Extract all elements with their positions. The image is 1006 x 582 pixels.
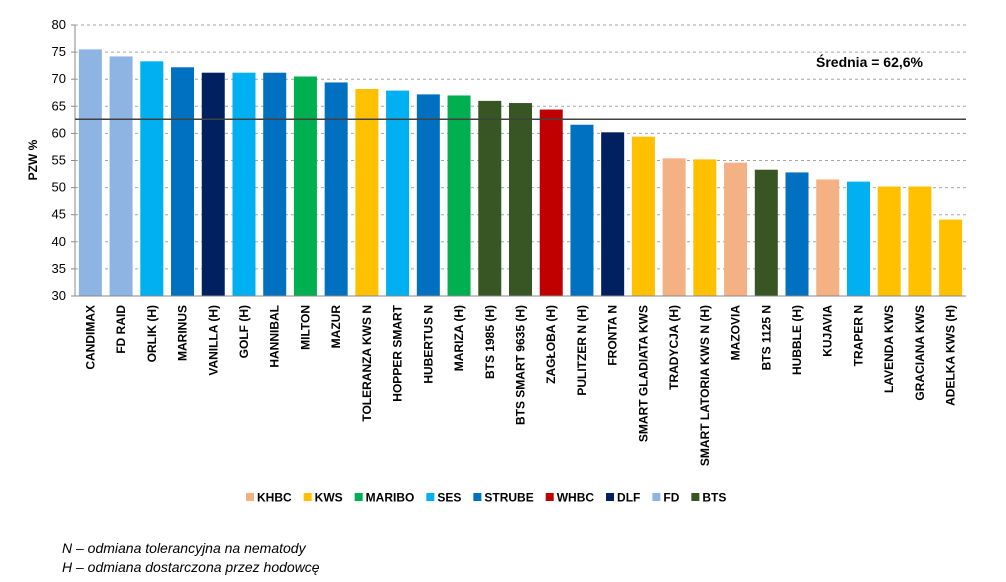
bar <box>877 186 901 296</box>
bar <box>171 67 195 296</box>
bars <box>78 49 963 297</box>
x-tick-label: MARINUS <box>176 305 190 361</box>
y-tick-label: 70 <box>52 71 66 86</box>
bar <box>754 169 778 296</box>
bar <box>201 72 225 296</box>
legend-label: WHBC <box>557 491 595 505</box>
legend-label: BTS <box>702 491 726 505</box>
x-tick-label: KUJAVIA <box>821 305 835 357</box>
x-tick-label: TOLERANZA KWS N <box>360 305 374 422</box>
x-tick-label: VANILLA (H) <box>206 305 220 376</box>
footnote-breeder: H – odmiana dostarczona przez hodowcę <box>62 559 320 575</box>
y-axis-label: PZW % <box>26 139 40 180</box>
x-tick-label: HOPPER SMART <box>391 304 405 401</box>
legend-label: STRUBE <box>484 491 533 505</box>
y-tick-label: 65 <box>52 98 66 113</box>
bar <box>631 136 655 296</box>
bar <box>662 158 686 296</box>
x-tick-label: FD RAID <box>114 305 128 354</box>
bar <box>324 82 348 297</box>
x-tick-label: MAZOVIA <box>729 305 743 361</box>
footnote-nematode: N – odmiana tolerancyjna na nematody <box>62 540 306 556</box>
bar <box>416 94 440 296</box>
legend-label: DLF <box>617 491 640 505</box>
bar <box>509 103 532 296</box>
legend-label: KHBC <box>257 491 292 505</box>
bar <box>846 181 870 296</box>
y-tick-label: 45 <box>52 207 66 222</box>
average-label: Średnia = 62,6% <box>816 53 924 70</box>
y-tick-label: 55 <box>52 153 66 168</box>
y-tick-label: 60 <box>52 125 66 140</box>
x-tick-label: MILTON <box>298 305 312 350</box>
bar <box>263 72 287 296</box>
x-tick-label: FRONTA N <box>606 305 620 366</box>
legend-swatch <box>473 493 482 501</box>
bar <box>570 124 594 296</box>
legend-swatch <box>652 493 661 501</box>
bar <box>601 132 625 296</box>
x-tick-label: BTS SMART 9635 (H) <box>514 305 528 425</box>
bar <box>908 186 932 296</box>
legend-label: MARIBO <box>366 491 415 505</box>
y-tick-label: 30 <box>52 288 66 303</box>
x-tick-label: PULITZER N (H) <box>575 305 589 396</box>
bar <box>140 61 164 297</box>
bar <box>109 56 133 296</box>
x-tick-label: TRAPER N <box>851 305 865 366</box>
bar <box>939 219 963 296</box>
bar <box>785 172 809 296</box>
x-tick-label: SMART LATORIA KWS N (H) <box>698 305 712 466</box>
legend-swatch <box>545 493 554 501</box>
x-tick-label: HANNIBAL <box>268 305 282 368</box>
bar <box>539 109 563 296</box>
y-tick-label: 40 <box>52 234 66 249</box>
legend-swatch <box>606 493 615 501</box>
y-tick-label: 75 <box>52 44 66 59</box>
bar <box>693 159 717 296</box>
footnotes: N – odmiana tolerancyjna na nematody H –… <box>62 539 320 577</box>
y-tick-label: 50 <box>52 180 66 195</box>
legend-swatch <box>426 493 435 501</box>
x-tick-label: LAVENDA KWS <box>882 305 896 393</box>
bar <box>232 72 256 296</box>
axes <box>74 25 966 297</box>
bar <box>78 49 102 296</box>
x-tick-label: GOLF (H) <box>237 305 251 358</box>
x-tick-label: CANDIMAX <box>83 305 97 370</box>
bar <box>355 88 379 297</box>
x-tick-label: SMART GLADIATA KWS <box>636 305 650 442</box>
legend-swatch <box>354 493 363 501</box>
legend: KHBC KWS MARIBO SES STRUBE WHBC DLF FD BTS <box>246 491 726 505</box>
y-tick-label: 35 <box>52 261 66 276</box>
legend-swatch <box>691 493 700 501</box>
bar <box>447 95 471 297</box>
legend-label: SES <box>437 491 461 505</box>
x-tick-label: HUBBLE (H) <box>790 305 804 375</box>
x-tick-label: GRACIANA KWS <box>913 305 927 401</box>
x-tick-label: HUBERTUS N <box>421 305 435 384</box>
x-tick-label: ADELKA KWS (H) <box>944 305 958 406</box>
x-tick-label: BTS 1125 N <box>759 305 773 370</box>
x-tick-label: ORLIK (H) <box>145 305 159 362</box>
legend-label: FD <box>663 491 679 505</box>
bar <box>293 76 317 297</box>
x-tick-label: ZAGŁOBA (H) <box>544 305 558 384</box>
x-tick-label: TRADYCJA (H) <box>667 305 681 390</box>
bar <box>816 179 840 296</box>
bar <box>724 162 748 296</box>
legend-swatch <box>303 493 312 501</box>
x-tick-label: BTS 1985 (H) <box>483 305 497 379</box>
x-tick-label: MARIZA (H) <box>452 305 466 371</box>
bar <box>478 100 502 296</box>
x-tick-label: MAZUR <box>329 305 343 349</box>
x-tick-labels: CANDIMAX FD RAID ORLIK (H) MARINUS VANILLA (… <box>83 304 957 466</box>
y-tick-label: 80 <box>52 17 66 32</box>
legend-swatch <box>246 493 254 501</box>
legend-label: KWS <box>315 491 343 505</box>
bar <box>386 90 410 296</box>
y-tick-labels: 30 35 40 45 50 55 60 65 70 75 80 <box>52 17 66 303</box>
